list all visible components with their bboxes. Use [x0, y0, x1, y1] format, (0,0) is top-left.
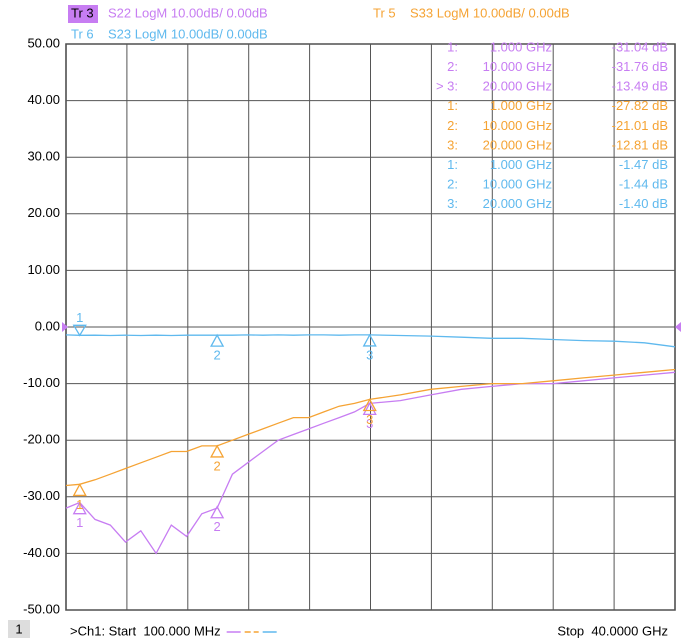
marker-number: 2 — [213, 348, 220, 363]
marker-number: 1 — [76, 515, 83, 530]
marker-id: > 3: — [436, 79, 458, 94]
marker-response: -13.49 dB — [612, 79, 668, 94]
marker-stimulus: 20.000 GHz — [483, 79, 552, 94]
active-trace-box — [68, 5, 98, 23]
marker-stimulus: 20.000 GHz — [483, 196, 552, 211]
marker-response: -31.04 dB — [612, 39, 668, 54]
marker-triangle — [72, 483, 87, 497]
y-tick-label: 0.00 — [35, 318, 60, 333]
marker-number: 3 — [366, 412, 373, 427]
marker-response: -1.47 dB — [619, 157, 668, 172]
marker-number: 1 — [76, 497, 83, 512]
stop-label: Stop 40.0000 GHz — [557, 623, 668, 638]
marker-stimulus: 10.000 GHz — [483, 118, 552, 133]
marker-response: -31.76 dB — [612, 59, 668, 74]
trace-line — [65, 368, 676, 487]
marker-number: 2 — [213, 458, 220, 473]
reference-marker-left — [62, 322, 68, 332]
marker-triangle — [210, 444, 225, 458]
marker-triangle — [362, 333, 377, 347]
marker-number: 3 — [366, 416, 373, 431]
y-tick-label: -20.00 — [23, 432, 60, 447]
marker-id: 1: — [447, 157, 458, 172]
marker-id: 2: — [447, 177, 458, 192]
trace-label: S33 LogM 10.00dB/ 0.00dB — [410, 5, 570, 20]
marker-triangle — [72, 501, 87, 515]
marker-response: -1.40 dB — [619, 196, 668, 211]
reference-marker-right — [675, 322, 681, 332]
marker-stimulus: 1.000 GHz — [490, 157, 552, 172]
marker-number: 1 — [76, 310, 83, 325]
y-tick-label: 40.00 — [27, 92, 60, 107]
marker-stimulus: 1.000 GHz — [490, 39, 552, 54]
marker-number: 2 — [213, 519, 220, 534]
marker-id: 1: — [447, 39, 458, 54]
trace-line — [65, 334, 676, 348]
y-tick-label: 10.00 — [27, 262, 60, 277]
marker-number: 3 — [366, 347, 373, 362]
trace-label: S23 LogM 10.00dB/ 0.00dB — [108, 26, 268, 41]
marker-triangle — [210, 505, 225, 519]
channel-box — [8, 620, 30, 638]
trace-id: Tr 3 — [71, 5, 94, 20]
marker-triangle — [72, 324, 87, 337]
start-label: >Ch1: Start 100.000 MHz — [70, 623, 221, 638]
marker-response: -27.82 dB — [612, 98, 668, 113]
marker-id: 2: — [447, 118, 458, 133]
marker-stimulus: 20.000 GHz — [483, 137, 552, 152]
channel-number: 1 — [15, 621, 22, 636]
marker-triangle — [210, 333, 225, 347]
marker-stimulus: 10.000 GHz — [483, 177, 552, 192]
y-tick-label: -50.00 — [23, 601, 60, 616]
marker-response: -21.01 dB — [612, 118, 668, 133]
y-tick-label: -40.00 — [23, 545, 60, 560]
trace-id: Tr 5 — [373, 5, 396, 20]
marker-id: 3: — [447, 137, 458, 152]
marker-id: 3: — [447, 196, 458, 211]
marker-triangle — [362, 398, 377, 412]
marker-response: -1.44 dB — [619, 177, 668, 192]
y-tick-label: -30.00 — [23, 488, 60, 503]
y-tick-label: -10.00 — [23, 375, 60, 390]
marker-response: -12.81 dB — [612, 137, 668, 152]
trace-id: Tr 6 — [71, 26, 94, 41]
y-tick-label: 30.00 — [27, 149, 60, 164]
marker-id: 1: — [447, 98, 458, 113]
marker-id: 2: — [447, 59, 458, 74]
y-tick-label: 50.00 — [27, 35, 60, 50]
marker-stimulus: 10.000 GHz — [483, 59, 552, 74]
marker-triangle — [362, 401, 377, 416]
trace-label: S22 LogM 10.00dB/ 0.00dB — [108, 5, 268, 20]
y-tick-label: 20.00 — [27, 205, 60, 220]
marker-stimulus: 1.000 GHz — [490, 98, 552, 113]
